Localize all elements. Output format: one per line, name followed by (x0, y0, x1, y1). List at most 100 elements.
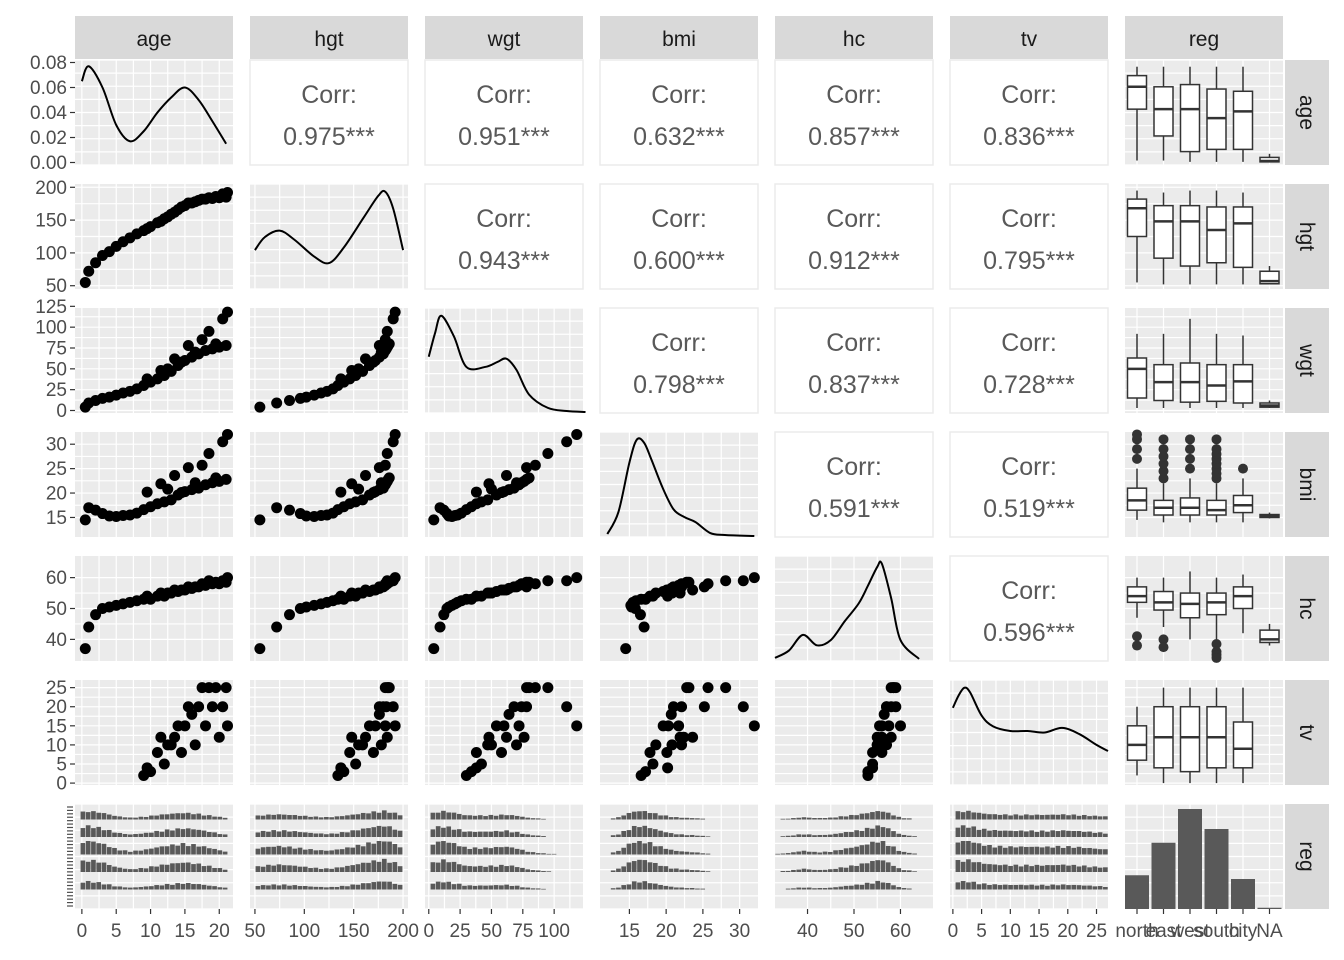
hist-bar (1018, 815, 1024, 820)
hist-bar (1081, 865, 1087, 872)
density-panel-tv (950, 679, 1109, 786)
point (662, 762, 674, 774)
hist-bar (514, 867, 520, 872)
hist-bar (663, 848, 669, 855)
hist-bar (637, 882, 642, 890)
hist-bar (668, 833, 674, 837)
x-tick-label: 25 (450, 921, 471, 942)
point (720, 575, 732, 587)
boxplot-wgt-city (1232, 335, 1254, 408)
hist-bar (196, 829, 202, 837)
hist-bar (287, 885, 292, 890)
hist-bar (376, 825, 382, 837)
hist-bar (397, 830, 403, 837)
hist-bar (313, 886, 319, 890)
hist-bar (1029, 815, 1034, 820)
point (640, 766, 652, 778)
density-line-bmi (606, 437, 755, 538)
hist-bar (334, 849, 340, 855)
hist-bar (1087, 847, 1092, 855)
hist-bar (631, 842, 637, 855)
hist-bar (222, 851, 228, 855)
x-tick-label: 75 (512, 921, 533, 942)
hist-bar (1060, 847, 1066, 855)
hist-bar (366, 842, 371, 855)
boxplot-panel-bmi (1125, 429, 1283, 537)
point (284, 395, 295, 406)
scatter-panel-hc-vs-hgt (250, 556, 408, 661)
outlier (1185, 444, 1195, 455)
hist-bar (885, 828, 891, 837)
hist-bar (324, 834, 329, 837)
hist-bar (541, 853, 546, 855)
hist-bar (859, 845, 865, 855)
hist-bar (885, 845, 891, 855)
density-line-age (80, 65, 227, 145)
hist-bar (981, 863, 987, 872)
hist-bar (530, 852, 536, 855)
hist-bar (308, 868, 313, 872)
y-tick-label: 15 (46, 508, 67, 529)
hist-bar (1008, 846, 1013, 855)
hist-bar (381, 810, 387, 820)
y-tick-label: 30 (46, 435, 67, 456)
corr-label: Corr: (1001, 577, 1057, 605)
hist-bar (663, 815, 669, 820)
hist-bar (833, 868, 838, 872)
hist-bar (96, 862, 102, 872)
hist-bar (695, 852, 700, 855)
strip-hc: hc (775, 16, 933, 59)
corr-value: 0.519*** (983, 495, 1075, 523)
outlier (1158, 451, 1169, 462)
hist-bar (96, 882, 102, 890)
hist-bar (896, 850, 902, 855)
hist-bar (976, 862, 982, 872)
hist-bar (870, 812, 875, 820)
hist-bar (345, 832, 350, 837)
hist-bar (138, 867, 144, 872)
boxplot-wgt-west (1179, 318, 1201, 408)
hist-bar (1060, 884, 1066, 890)
y-tick-label: 0.08 (30, 53, 67, 74)
point (521, 473, 533, 485)
hist-bar (271, 846, 277, 855)
outlier (1158, 444, 1169, 455)
bar-west (1178, 809, 1202, 909)
point (389, 720, 401, 732)
hist-bar (493, 830, 499, 837)
hist-bar (127, 817, 133, 820)
hist-bar (138, 833, 144, 837)
boxplot-bmi-south (1206, 434, 1227, 523)
hist-bar (435, 881, 441, 890)
hist-bar (376, 841, 382, 855)
point (210, 682, 222, 694)
x-tick-label: 5 (111, 921, 122, 942)
hist-bar (467, 831, 473, 837)
hist-bar (885, 812, 891, 820)
point (650, 739, 662, 751)
hist-bar (509, 885, 515, 890)
hist-bar (360, 828, 366, 837)
hist-bar (955, 882, 961, 890)
hist-bar (901, 870, 907, 872)
hist-bar (981, 813, 987, 820)
hist-bar (85, 841, 91, 855)
hist-bar (806, 834, 812, 837)
hist-bar (843, 885, 849, 890)
hist-bar (345, 815, 350, 820)
hist-bar (689, 818, 695, 820)
hist-bar (381, 881, 387, 890)
hist-bar (530, 888, 536, 890)
hist-bar (360, 812, 366, 820)
hist-bar (843, 816, 849, 820)
hist-bar (864, 827, 870, 837)
hist-bar (700, 818, 706, 820)
hist-bar (663, 885, 669, 890)
hist-bar (642, 843, 648, 855)
point (186, 708, 198, 720)
x-tick-label: 0 (948, 921, 959, 942)
density-line-wgt (427, 314, 586, 413)
hist-bar (159, 846, 165, 855)
hist-bar (334, 886, 340, 890)
hist-bar (891, 831, 896, 837)
